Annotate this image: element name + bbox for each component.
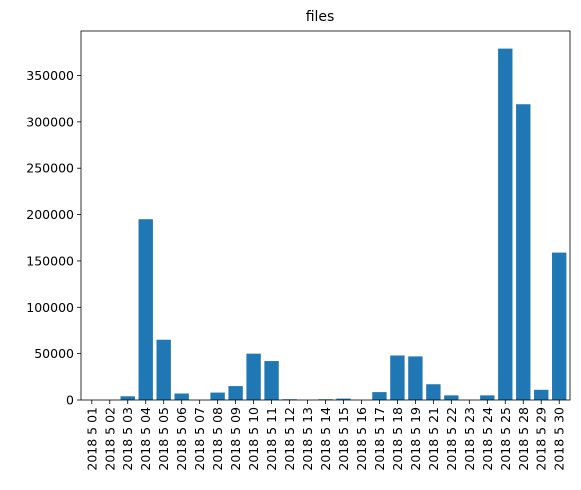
x-tick-label: 2018 5 22 (444, 407, 459, 471)
x-tick-label: 2018 5 08 (210, 407, 225, 471)
y-tick-label: 300000 (26, 114, 74, 129)
bar-2018-5-29 (534, 389, 549, 400)
y-tick-label: 150000 (26, 253, 74, 268)
x-tick-label: 2018 5 14 (318, 407, 333, 471)
x-tick-label: 2018 5 07 (192, 407, 207, 471)
bar-2018-5-25 (498, 48, 513, 401)
bar-2018-5-21 (426, 384, 441, 400)
bar-2018-5-18 (390, 355, 405, 400)
bar-2018-5-10 (246, 353, 261, 400)
x-tick-label: 2018 5 06 (174, 407, 189, 471)
bar-2018-5-08 (210, 392, 225, 400)
bar-2018-5-09 (228, 386, 243, 400)
x-tick-label: 2018 5 29 (534, 407, 549, 471)
bar-2018-5-24 (480, 395, 495, 400)
x-tick-label: 2018 5 23 (462, 407, 477, 471)
x-tick-label: 2018 5 04 (138, 407, 153, 471)
bar-2018-5-28 (516, 104, 531, 401)
bar-2018-5-17 (372, 392, 387, 400)
x-tick-label: 2018 5 30 (552, 407, 567, 471)
y-tick-label: 350000 (26, 68, 74, 83)
x-tick-label: 2018 5 05 (156, 407, 171, 471)
bar-2018-5-05 (156, 339, 171, 400)
x-tick-label: 2018 5 10 (246, 407, 261, 471)
x-tick-label: 2018 5 01 (84, 407, 99, 471)
x-tick-label: 2018 5 16 (354, 407, 369, 471)
x-tick-label: 2018 5 17 (372, 407, 387, 471)
y-tick-label: 250000 (26, 161, 74, 176)
x-tick-label: 2018 5 12 (282, 407, 297, 471)
x-tick-label: 2018 5 21 (426, 407, 441, 471)
bar-2018-5-11 (264, 361, 279, 400)
plot-frame (80, 30, 571, 401)
bar-2018-5-04 (138, 219, 153, 400)
x-tick-label: 2018 5 09 (228, 407, 243, 471)
bars-group (120, 48, 567, 401)
bar-2018-5-06 (174, 393, 189, 400)
x-tick-label: 2018 5 18 (390, 407, 405, 471)
bar-2018-5-03 (120, 396, 135, 400)
x-tick-label: 2018 5 28 (516, 407, 531, 471)
bar-2018-5-15 (336, 398, 351, 400)
bar-2018-5-30 (552, 252, 567, 400)
x-tick-label: 2018 5 13 (300, 407, 315, 471)
y-tick-label: 200000 (26, 207, 74, 222)
x-tick-label: 2018 5 19 (408, 407, 423, 471)
x-tick-label: 2018 5 25 (498, 407, 513, 471)
bar-2018-5-22 (444, 395, 459, 400)
x-axis: 2018 5 01 2018 5 02 2018 5 03 2018 5 04 2018… (84, 400, 567, 471)
x-tick-label: 2018 5 11 (264, 407, 279, 471)
x-tick-label: 2018 5 03 (120, 407, 135, 471)
y-tick-label: 50000 (34, 346, 74, 361)
y-tick-label: 100000 (26, 300, 74, 315)
y-tick-label: 0 (66, 393, 74, 408)
y-axis: 0 50000 100000 150000 200000 250000 300000 3500… (26, 68, 81, 408)
bar-2018-5-19 (408, 356, 423, 400)
x-tick-label: 2018 5 15 (336, 407, 351, 471)
x-tick-label: 2018 5 02 (102, 407, 117, 471)
chart-title: files (306, 9, 335, 25)
x-tick-label: 2018 5 24 (480, 407, 495, 471)
